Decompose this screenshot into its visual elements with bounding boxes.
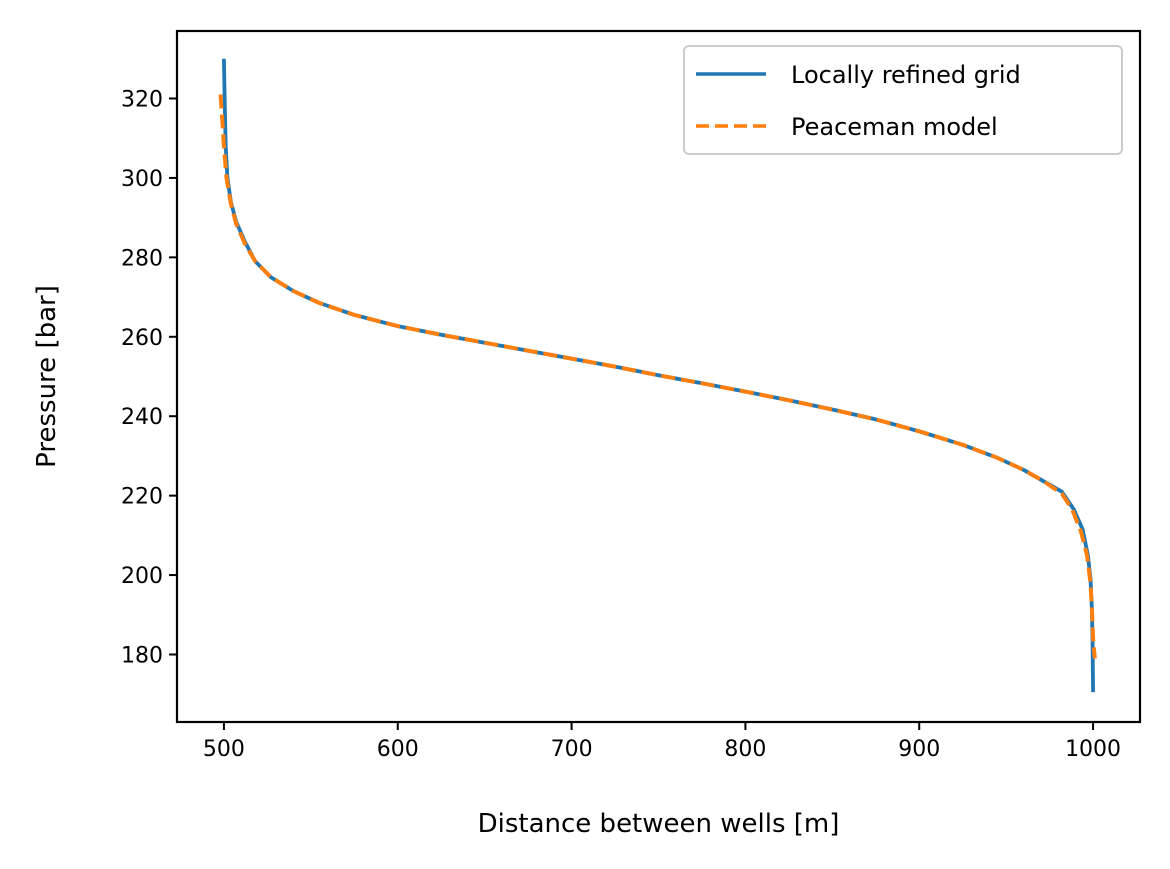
- legend-label-locally-refined: Locally refined grid: [791, 61, 1021, 89]
- y-tick-label: 320: [121, 88, 163, 113]
- x-tick-label: 700: [551, 737, 593, 762]
- x-tick-label: 600: [377, 737, 419, 762]
- y-axis-label: Pressure [bar]: [32, 285, 62, 468]
- x-tick-label: 900: [898, 737, 940, 762]
- plot-lines: [218, 58, 1097, 693]
- x-tick-label: 1000: [1065, 737, 1121, 762]
- series-line-peaceman: [218, 94, 1097, 659]
- x-tick-label: 800: [724, 737, 766, 762]
- y-tick-label: 280: [121, 246, 163, 271]
- y-tick-label: 200: [121, 564, 163, 589]
- x-axis-ticks: 500 600 700 800 900 1000: [203, 722, 1121, 762]
- y-tick-label: 240: [121, 405, 163, 430]
- plot-frame: [175, 29, 1142, 724]
- legend-label-peaceman: Peaceman model: [791, 113, 998, 141]
- y-tick-label: 220: [121, 485, 163, 510]
- legend: Locally refined grid Peaceman model: [683, 45, 1123, 155]
- legend-box: [683, 45, 1123, 155]
- y-axis-ticks: 180 200 220 240 260 280 300 320: [121, 88, 177, 668]
- y-tick-label: 300: [121, 167, 163, 192]
- y-tick-label: 260: [121, 326, 163, 351]
- x-axis-label: Distance between wells [m]: [478, 809, 840, 839]
- x-tick-label: 500: [203, 737, 245, 762]
- y-tick-label: 180: [121, 643, 163, 668]
